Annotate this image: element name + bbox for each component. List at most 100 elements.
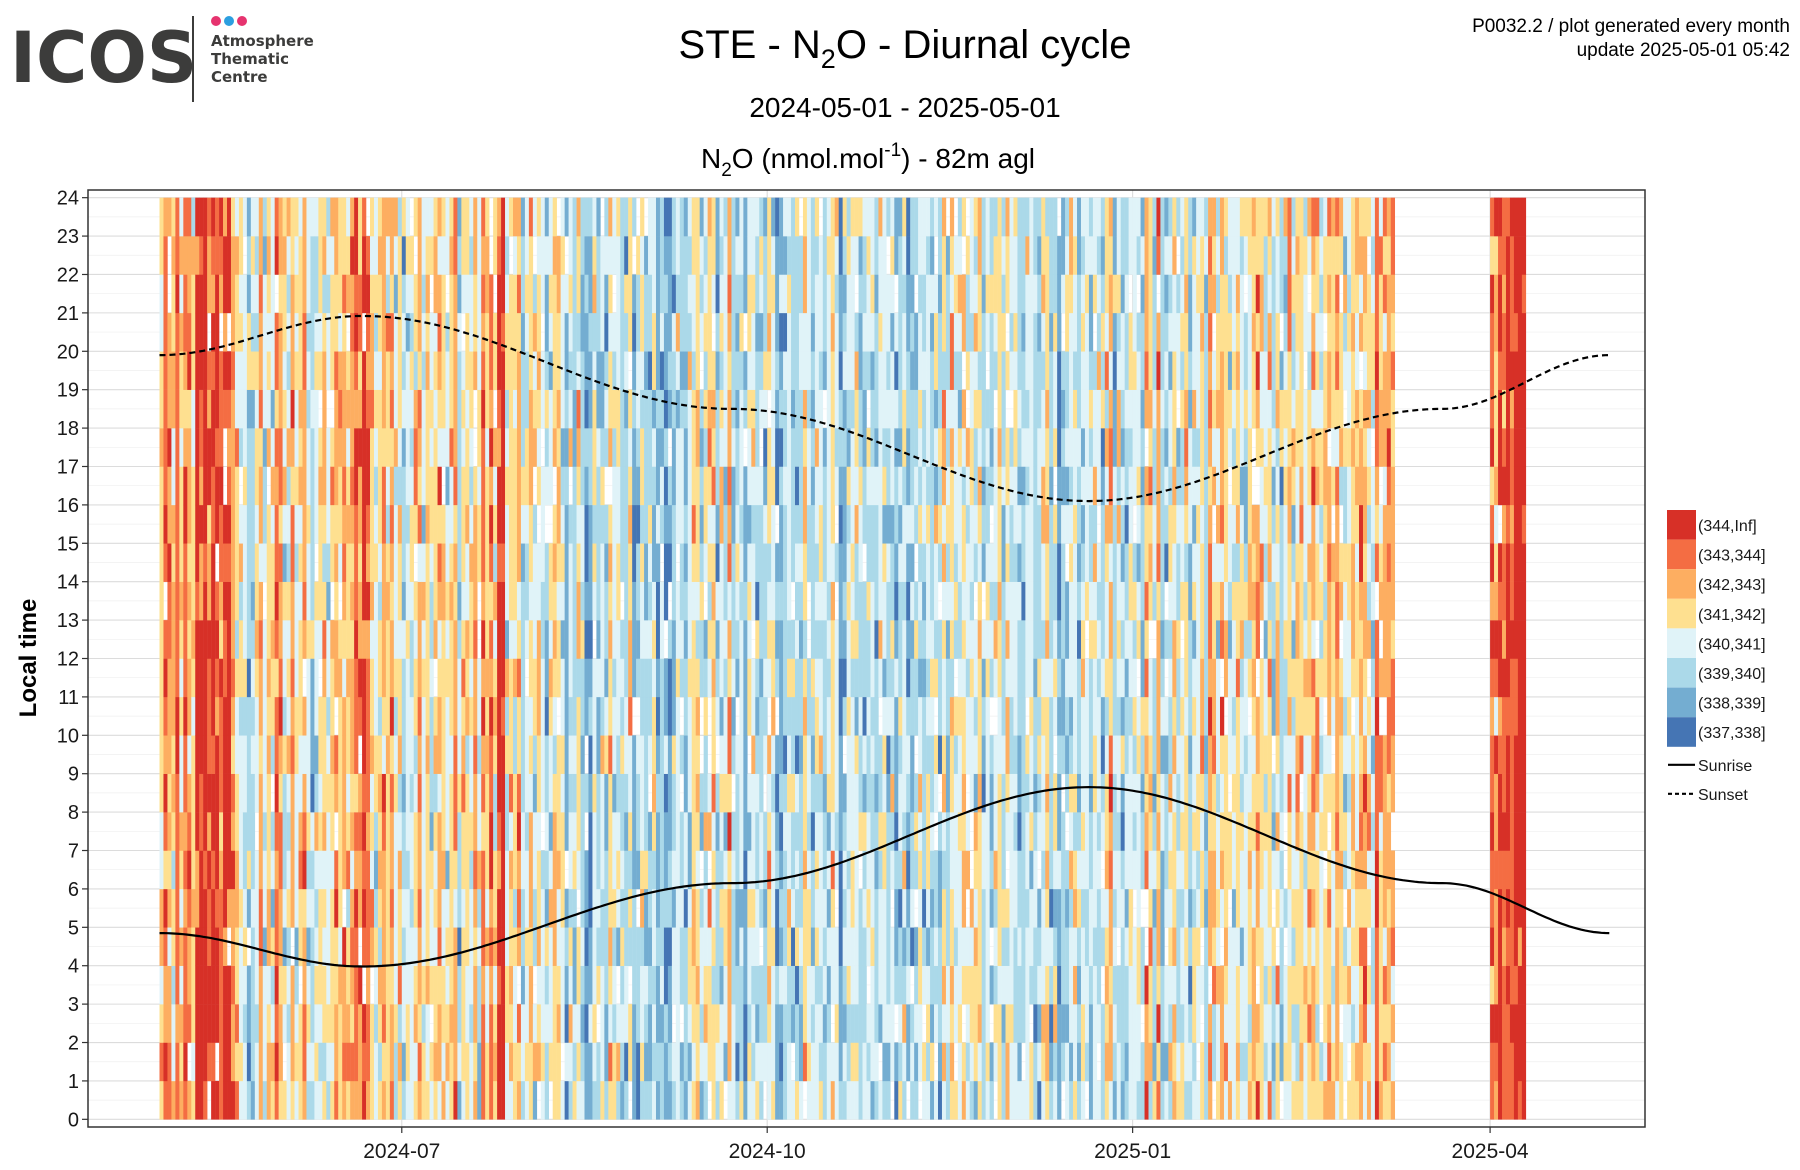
- heatmap-cell: [930, 850, 935, 890]
- heatmap-cell: [655, 965, 661, 1005]
- heatmap-cell: [993, 773, 998, 813]
- heatmap-cell: [822, 466, 828, 506]
- heatmap-cell: [914, 927, 919, 966]
- heatmap-cell: [687, 236, 692, 275]
- heatmap-cell: [481, 773, 486, 813]
- heatmap-cell: [965, 428, 971, 467]
- heatmap-cell: [997, 1042, 1002, 1082]
- heatmap-cell: [580, 696, 585, 736]
- heatmap-cell: [362, 735, 367, 774]
- heatmap-cell: [322, 351, 327, 390]
- heatmap-cell: [310, 888, 315, 928]
- heatmap-cell: [417, 1080, 422, 1120]
- heatmap-cell: [806, 389, 812, 429]
- heatmap-cell: [485, 620, 490, 659]
- heatmap-cell: [775, 1080, 780, 1120]
- heatmap-cell: [878, 543, 883, 582]
- heatmap-cell: [175, 965, 180, 1005]
- heatmap-cell: [608, 274, 613, 314]
- heatmap-cell: [894, 312, 899, 352]
- heatmap-cell: [969, 581, 974, 621]
- heatmap-cell: [862, 965, 867, 1005]
- heatmap-cell: [906, 581, 911, 621]
- heatmap-cell: [977, 466, 982, 506]
- heatmap-cell: [294, 658, 299, 698]
- heatmap-cell: [473, 888, 478, 928]
- heatmap-cell: [532, 735, 538, 774]
- heatmap-cell: [945, 581, 951, 621]
- heatmap-cell: [802, 581, 808, 621]
- heatmap-cell: [977, 504, 982, 544]
- heatmap-cell: [234, 735, 240, 774]
- heatmap-cell: [195, 1004, 200, 1043]
- heatmap-cell: [370, 428, 375, 467]
- heatmap-cell: [981, 812, 986, 851]
- heatmap-cell: [449, 658, 454, 698]
- heatmap-cell: [330, 428, 335, 467]
- heatmap-cell: [524, 773, 530, 813]
- heatmap-cell: [648, 504, 653, 544]
- heatmap-cell: [437, 927, 442, 966]
- heatmap-cell: [262, 888, 267, 928]
- heatmap-cell: [957, 965, 963, 1005]
- heatmap-cell: [215, 236, 220, 275]
- heatmap-cell: [191, 620, 196, 659]
- heatmap-cell: [898, 543, 903, 582]
- heatmap-cell: [937, 965, 943, 1005]
- heatmap-cell: [965, 850, 971, 890]
- heatmap-cell: [783, 197, 788, 237]
- heatmap-cell: [564, 696, 569, 736]
- subtitle-part: O (nmol.mol: [732, 143, 884, 174]
- heatmap-cell: [405, 389, 410, 429]
- heatmap-cell: [743, 888, 748, 928]
- heatmap-cell: [342, 927, 347, 966]
- heatmap-cell: [640, 504, 645, 544]
- heatmap-cell: [751, 1042, 756, 1082]
- heatmap-cell: [230, 351, 236, 390]
- heatmap-cell: [691, 543, 696, 582]
- heatmap-cell: [401, 812, 407, 851]
- heatmap-cell: [199, 274, 204, 314]
- heatmap-cell: [937, 735, 943, 774]
- heatmap-cell: [965, 1004, 971, 1043]
- heatmap-cell: [1001, 773, 1006, 813]
- heatmap-cell: [755, 773, 760, 813]
- heatmap-cell: [644, 735, 649, 774]
- heatmap-cell: [373, 504, 379, 544]
- heatmap-cell: [699, 927, 704, 966]
- heatmap-cell: [655, 312, 661, 352]
- heatmap-cell: [230, 888, 236, 928]
- heatmap-cell: [997, 927, 1002, 966]
- heatmap-cell: [437, 850, 442, 890]
- heatmap-cell: [366, 312, 371, 352]
- heatmap-cell: [485, 1080, 490, 1120]
- heatmap-cell: [902, 620, 907, 659]
- heatmap-cell: [286, 658, 291, 698]
- heatmap-cell: [830, 620, 835, 659]
- heatmap-cell: [997, 888, 1002, 928]
- heatmap-cell: [362, 812, 367, 851]
- heatmap-cell: [743, 620, 748, 659]
- heatmap-cell: [246, 658, 252, 698]
- heatmap-cell: [159, 620, 164, 659]
- heatmap-cell: [1001, 1004, 1006, 1043]
- heatmap-cell: [854, 389, 859, 429]
- heatmap-cell: [985, 850, 990, 890]
- heatmap-cell: [505, 1004, 510, 1043]
- heatmap-cell: [993, 351, 998, 390]
- heatmap-cell: [234, 466, 240, 506]
- heatmap-cell: [433, 965, 438, 1005]
- heatmap-cell: [751, 1080, 756, 1120]
- heatmap-cell: [445, 1080, 450, 1120]
- heatmap-cell: [246, 389, 252, 429]
- heatmap-cell: [624, 696, 629, 736]
- heatmap-cell: [846, 581, 851, 621]
- heatmap-cell: [775, 351, 780, 390]
- heatmap-cell: [814, 735, 820, 774]
- heatmap-cell: [890, 927, 895, 966]
- heatmap-cell: [687, 543, 692, 582]
- heatmap-cell: [528, 428, 534, 467]
- heatmap-cell: [413, 965, 418, 1005]
- heatmap-cell: [497, 1004, 502, 1043]
- heatmap-cell: [266, 658, 271, 698]
